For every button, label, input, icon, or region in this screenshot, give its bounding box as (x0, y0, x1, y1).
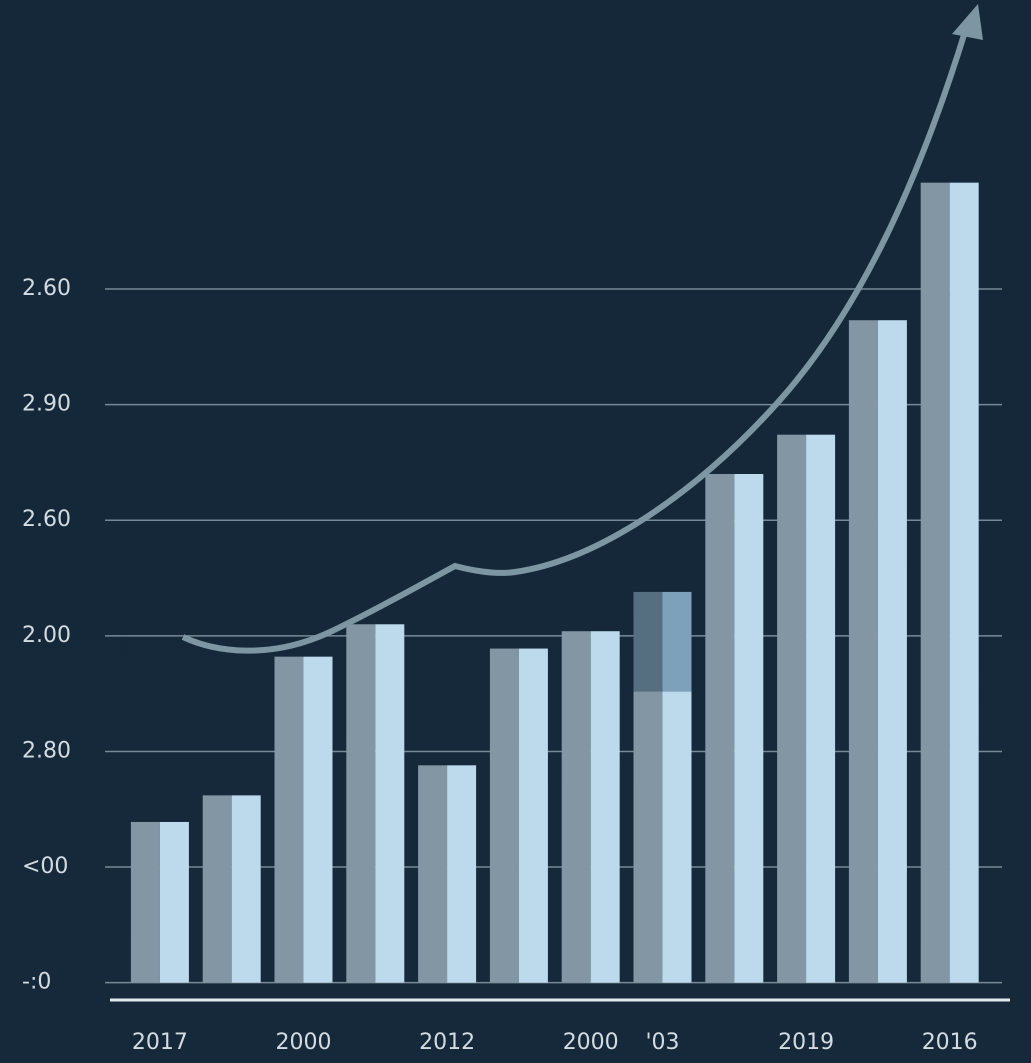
bar (705, 473, 764, 983)
bar-right (877, 320, 907, 983)
bar-left (489, 648, 519, 983)
bar (489, 648, 548, 983)
y-tick-label: <00 (22, 854, 68, 879)
y-tick-label: 2.00 (22, 623, 71, 648)
bar-right (806, 434, 836, 983)
bar-left (705, 473, 735, 983)
bar (633, 691, 692, 983)
bar (920, 182, 979, 983)
y-tick-label: 2.60 (22, 507, 71, 532)
bar-right (590, 631, 620, 983)
arrow-head (952, 4, 983, 40)
x-tick-label: 2000 (563, 1030, 619, 1055)
y-tick-label: 2.80 (22, 738, 71, 763)
x-tick-label: 2012 (419, 1030, 475, 1055)
bar-left (777, 434, 807, 983)
bars (130, 182, 979, 983)
y-tick-label: -:0 (22, 970, 51, 995)
bar-right (303, 656, 333, 983)
bar-left (920, 182, 950, 983)
bar-right (662, 691, 692, 983)
bar-left (633, 591, 663, 692)
bar (202, 795, 261, 983)
bar-right (231, 795, 261, 983)
bar-left (346, 624, 376, 983)
bar-right (949, 182, 979, 983)
bar-right (518, 648, 548, 983)
bar (418, 765, 477, 983)
bar-left (633, 691, 663, 983)
bar-left (418, 765, 448, 983)
bar (346, 624, 405, 983)
y-tick-label: 2.90 (22, 392, 71, 417)
bar (561, 631, 620, 983)
bar-right (159, 821, 189, 983)
x-tick-label: 2017 (132, 1030, 188, 1055)
bar-right (734, 473, 764, 983)
bar (848, 320, 907, 983)
bar-left (202, 795, 232, 983)
bar (777, 434, 836, 983)
bar (130, 821, 189, 983)
y-tick-label: 2.60 (22, 276, 71, 301)
bar-left (561, 631, 591, 983)
x-tick-label: '03 (645, 1030, 679, 1055)
x-tick-label: 2019 (778, 1030, 834, 1055)
bar-left (848, 320, 878, 983)
bar-right (662, 591, 692, 692)
bar-right (447, 765, 477, 983)
x-tick-label: 2016 (922, 1030, 978, 1055)
bar-left (274, 656, 304, 983)
bar (633, 591, 692, 692)
bar-left (130, 821, 160, 983)
x-tick-label: 2000 (276, 1030, 332, 1055)
bar-right (375, 624, 405, 983)
bar (274, 656, 333, 983)
trend-arrow (181, 21, 971, 654)
